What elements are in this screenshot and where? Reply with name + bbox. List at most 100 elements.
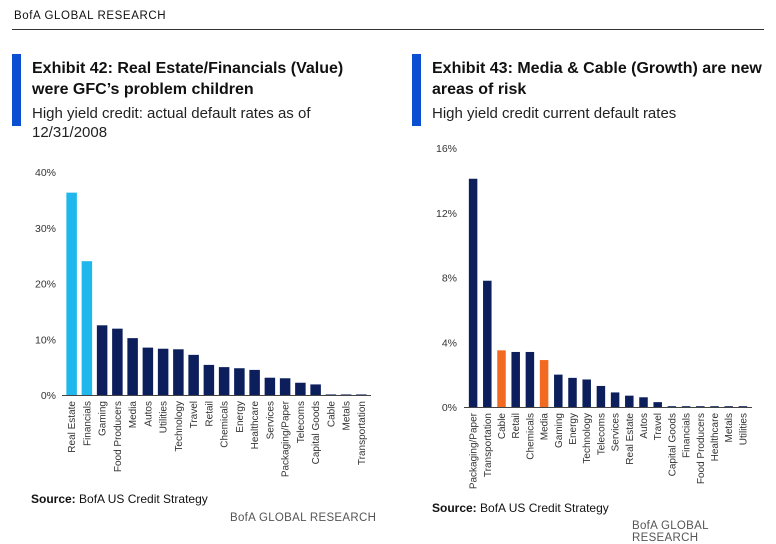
- exhibit-42-bar: [188, 354, 199, 395]
- exhibit-42-ytick-label: 40%: [35, 167, 56, 179]
- exhibit-43-ytick-label: 8%: [442, 273, 457, 285]
- exhibit-42-bar: [340, 394, 352, 395]
- exhibit-43-bar: [511, 351, 520, 407]
- exhibit-43-subtitle: High yield credit current default rates: [432, 104, 676, 123]
- exhibit-42-category-label: Metals: [342, 401, 353, 430]
- exhibit-43-category-label: Cable: [497, 413, 508, 440]
- exhibit-42-ytick-label: 20%: [35, 279, 56, 291]
- exhibit-43-ytick-label: 4%: [442, 337, 457, 349]
- exhibit-42-category-label: Energy: [235, 401, 246, 433]
- exhibit-42-category-label: Financials: [82, 401, 93, 446]
- exhibit-42-bar: [310, 384, 321, 395]
- exhibit-43-category-label: Financials: [682, 413, 693, 458]
- exhibit-42-accent-bar: [12, 54, 21, 126]
- exhibit-43-category-label: Capital Goods: [667, 413, 678, 476]
- exhibit-43-accent-bar: [412, 54, 421, 126]
- exhibit-43-bar: [554, 374, 563, 407]
- exhibit-42-category-label: Technology: [174, 401, 185, 452]
- exhibit-42-category-label: Chemicals: [220, 401, 231, 448]
- exhibit-43-category-label: Services: [611, 413, 622, 451]
- exhibit-43-bar: [667, 406, 677, 407]
- exhibit-42-subtitle-line-2: 12/31/2008: [32, 124, 108, 141]
- exhibit-42-chart: 0% 10% 20% 30% 40% Real Estate Financials Gamin…: [35, 167, 371, 477]
- exhibit-42-bar: [234, 368, 245, 395]
- exhibit-42-category-label: Media: [128, 401, 139, 429]
- exhibit-42-category-label: Services: [265, 401, 276, 439]
- exhibit-42-bar: [295, 382, 306, 395]
- exhibit-43-subtitle-line-1: High yield credit current default rates: [432, 105, 677, 122]
- exhibit-43-title: Exhibit 43: Media & Cable (Growth) are n…: [432, 58, 762, 100]
- exhibit-43-category-label: Chemicals: [525, 413, 536, 460]
- exhibit-43-bar: [610, 392, 620, 407]
- exhibit-42-category-label: Capital Goods: [311, 401, 322, 464]
- exhibit-42-bar: [356, 394, 367, 395]
- exhibit-42-category-label: Food Producers: [113, 401, 124, 472]
- exhibit-42-bar: [142, 347, 154, 395]
- exhibit-42-bar: [96, 325, 108, 395]
- header-brand: BofA GLOBAL RESEARCH: [14, 10, 167, 22]
- exhibit-43-bar: [539, 360, 549, 407]
- exhibit-43-category-label: Energy: [568, 413, 579, 445]
- exhibit-42-category-label: Utilities: [159, 401, 170, 433]
- exhibit-43-bar: [681, 406, 691, 407]
- exhibit-43-category-label: Real Estate: [625, 413, 636, 465]
- exhibit-43-title-line-2: areas of risk: [432, 81, 527, 98]
- exhibit-42-bar: [203, 364, 215, 395]
- exhibit-42-bar: [66, 192, 77, 395]
- exhibit-43-category-label: Food Producers: [696, 413, 707, 484]
- exhibit-42-bar: [157, 348, 169, 395]
- exhibit-42-subtitle-line-1: High yield credit: actual default rates …: [32, 105, 311, 122]
- exhibit-43-bar: [625, 395, 634, 407]
- exhibit-43-ytick-label: 16%: [436, 143, 457, 155]
- exhibit-42-bar: [81, 261, 93, 395]
- exhibit-42-category-label: Transportation: [357, 401, 368, 465]
- exhibit-43-category-label: Gaming: [554, 413, 565, 448]
- exhibit-43-source: Source: BofA US Credit Strategy: [432, 501, 609, 515]
- exhibit-43-category-label: Metals: [724, 413, 735, 442]
- exhibit-42-category-label: Gaming: [98, 401, 109, 436]
- exhibit-42-title-line-1: Exhibit 42: Real Estate/Financials (Valu…: [32, 60, 344, 77]
- exhibit-43-ytick-label: 12%: [436, 208, 457, 220]
- exhibit-42-category-label: Travel: [189, 401, 200, 428]
- exhibit-42-category-label: Telecoms: [296, 401, 307, 443]
- exhibit-42-category-label: Autos: [143, 401, 154, 427]
- exhibit-43-ytick-label: 0%: [442, 402, 457, 414]
- exhibit-42-bar: [264, 377, 276, 395]
- exhibit-43-bar: [497, 350, 506, 407]
- exhibit-42-ytick-label: 0%: [41, 390, 56, 402]
- exhibit-42-title: Exhibit 42: Real Estate/Financials (Valu…: [32, 58, 343, 100]
- exhibit-43-header: Exhibit 43: Media & Cable (Growth) are n…: [412, 54, 772, 134]
- exhibit-42-source-label: Source:: [31, 492, 76, 506]
- exhibit-43-source-text: BofA US Credit Strategy: [476, 501, 609, 515]
- exhibit-43-category-label: Utilities: [738, 413, 749, 445]
- exhibit-43-bar: [653, 402, 662, 407]
- exhibit-42-bar: [249, 369, 260, 395]
- exhibit-43-source-label: Source:: [432, 501, 477, 515]
- exhibit-43-bar: [596, 385, 606, 407]
- exhibit-43-bar: [738, 406, 748, 407]
- exhibit-43-category-label: Travel: [653, 413, 664, 440]
- exhibit-43-category-label: Media: [540, 413, 551, 441]
- exhibit-42-category-label: Healthcare: [250, 401, 261, 450]
- exhibit-43-bar: [724, 406, 733, 407]
- header-rule: [12, 29, 764, 30]
- exhibit-43-category-label: Packaging/Paper: [469, 412, 480, 489]
- exhibit-42-source: Source: BofA US Credit Strategy: [31, 492, 208, 506]
- exhibit-42-ytick-label: 30%: [35, 223, 56, 235]
- exhibit-42-ytick-label: 10%: [35, 334, 56, 346]
- exhibit-42-subtitle: High yield credit: actual default rates …: [32, 104, 310, 142]
- exhibit-43-category-label: Autos: [639, 413, 650, 439]
- exhibit-42-category-label: Retail: [204, 401, 215, 427]
- exhibit-43-chart: 0% 4% 8% 12% 16% Packaging/Paper Transportatio…: [436, 143, 752, 489]
- exhibit-43-bar: [468, 178, 478, 407]
- exhibit-43-bar: [639, 397, 648, 407]
- exhibit-43-brand: BofA GLOBAL RESEARCH: [632, 520, 709, 544]
- exhibit-42-category-label: Cable: [326, 401, 337, 428]
- exhibit-43-bar: [568, 377, 577, 407]
- exhibit-42-bar: [279, 378, 291, 395]
- exhibit-42-bar: [325, 394, 337, 395]
- exhibit-43-category-label: Transportation: [483, 413, 494, 477]
- exhibit-43-category-label: Telecoms: [596, 413, 607, 455]
- exhibit-43-bar: [483, 280, 492, 407]
- exhibit-42-bar: [112, 328, 123, 395]
